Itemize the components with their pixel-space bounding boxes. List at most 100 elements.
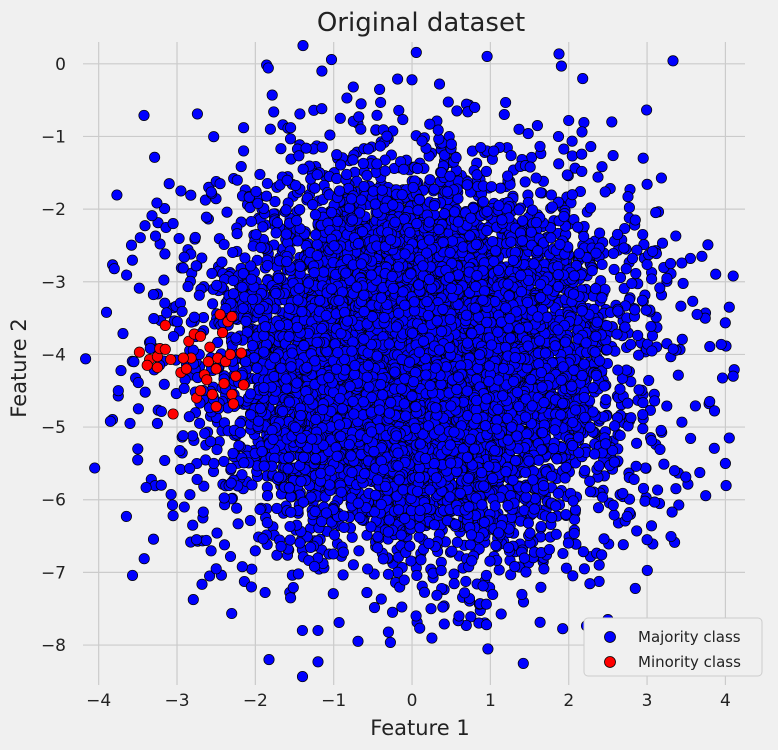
majority-point <box>557 547 569 560</box>
majority-point <box>224 550 237 563</box>
majority-point <box>424 118 436 130</box>
majority-series <box>80 40 740 683</box>
majority-point <box>566 135 578 147</box>
majority-point <box>567 570 579 582</box>
majority-point <box>197 312 210 324</box>
majority-point <box>218 539 231 551</box>
majority-point <box>205 545 217 557</box>
majority-point <box>393 104 405 116</box>
majority-point <box>719 317 731 329</box>
majority-point <box>680 471 692 483</box>
majority-point <box>324 129 336 141</box>
majority-point <box>327 588 339 600</box>
majority-point <box>158 274 170 286</box>
majority-point <box>552 487 564 500</box>
majority-point <box>481 50 493 62</box>
majority-point <box>633 349 645 361</box>
majority-point <box>465 611 477 623</box>
majority-point <box>661 400 673 412</box>
majority-point <box>608 263 620 275</box>
majority-point <box>165 488 177 501</box>
majority-point <box>159 203 171 215</box>
majority-point <box>720 480 732 492</box>
majority-point <box>207 298 219 310</box>
chart-title: Original dataset <box>317 8 525 38</box>
majority-point <box>200 534 212 546</box>
majority-point <box>331 173 343 185</box>
majority-point <box>643 374 655 386</box>
majority-point <box>710 268 722 280</box>
majority-point <box>576 148 588 160</box>
majority-point <box>80 353 92 365</box>
majority-point <box>623 202 635 214</box>
majority-point <box>261 177 273 190</box>
majority-point <box>704 341 716 353</box>
majority-point <box>578 116 590 129</box>
majority-point <box>264 123 276 135</box>
majority-point <box>249 545 261 557</box>
majority-point <box>641 258 653 271</box>
majority-point <box>396 601 408 613</box>
majority-point <box>297 40 309 52</box>
majority-point <box>639 462 651 474</box>
majority-point <box>584 202 597 214</box>
majority-point <box>551 453 563 465</box>
majority-point <box>358 180 370 192</box>
majority-point <box>159 297 171 309</box>
majority-point <box>641 564 653 576</box>
majority-point <box>177 430 189 442</box>
majority-point <box>685 432 697 444</box>
majority-point <box>550 528 562 540</box>
majority-point <box>562 537 574 549</box>
majority-point <box>226 607 238 620</box>
majority-point <box>645 520 658 532</box>
majority-point <box>292 568 304 580</box>
majority-point <box>702 239 714 251</box>
majority-point <box>246 479 258 491</box>
majority-point <box>617 539 629 551</box>
majority-point <box>353 545 365 557</box>
majority-point <box>174 463 187 475</box>
majority-point <box>552 130 565 143</box>
majority-point <box>414 622 426 634</box>
majority-point <box>655 172 667 184</box>
majority-point <box>553 158 565 170</box>
majority-point <box>197 506 209 518</box>
majority-point <box>641 178 653 190</box>
majority-point <box>221 206 233 218</box>
majority-point <box>187 430 199 442</box>
majority-point <box>560 562 572 574</box>
majority-point <box>120 510 132 522</box>
majority-point <box>139 220 151 232</box>
majority-point <box>184 489 196 501</box>
majority-point <box>594 227 606 239</box>
majority-point <box>448 578 460 590</box>
majority-point <box>658 458 670 470</box>
majority-point <box>684 252 696 264</box>
majority-point <box>239 252 251 264</box>
majority-point <box>676 416 688 428</box>
majority-point <box>117 328 129 340</box>
majority-point <box>149 151 161 163</box>
majority-point <box>178 501 190 513</box>
majority-point <box>173 232 185 245</box>
majority-point <box>266 89 278 101</box>
majority-point <box>146 210 158 222</box>
majority-point <box>607 150 619 162</box>
majority-point <box>147 533 160 545</box>
majority-point <box>451 105 463 117</box>
majority-point <box>346 531 358 543</box>
majority-point <box>392 73 404 85</box>
majority-point <box>244 515 256 527</box>
majority-point <box>316 103 328 115</box>
majority-point <box>284 133 297 145</box>
majority-point <box>191 108 203 120</box>
majority-point <box>151 197 163 209</box>
majority-point <box>519 176 531 188</box>
majority-point <box>577 546 589 558</box>
majority-point <box>254 168 266 180</box>
majority-point <box>294 204 306 216</box>
majority-point <box>577 73 589 85</box>
majority-point <box>183 411 195 423</box>
majority-point <box>355 123 367 135</box>
